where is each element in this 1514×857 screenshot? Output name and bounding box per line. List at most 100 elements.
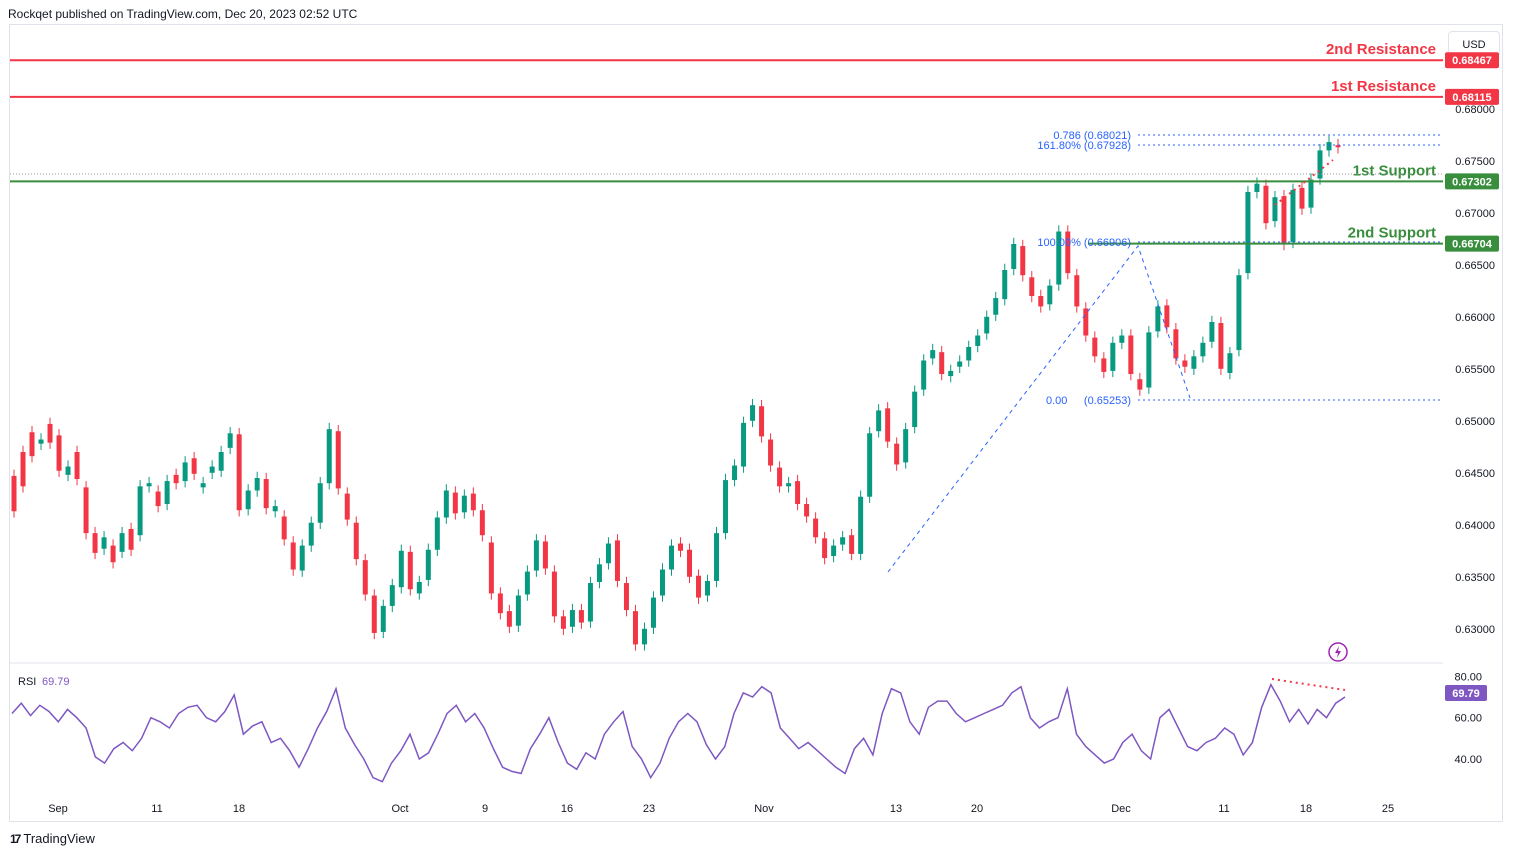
candle: [831, 539, 837, 563]
candle: [1092, 331, 1098, 363]
tv-logo-name: TradingView: [23, 831, 95, 846]
candle: [822, 532, 828, 565]
candle: [1299, 181, 1305, 215]
time-tick-label: Dec: [1111, 803, 1131, 815]
price-tick-label: 0.63000: [1455, 624, 1495, 636]
time-tick-label: 18: [233, 803, 245, 815]
candle: [407, 545, 413, 596]
candle: [182, 456, 188, 488]
candle: [488, 536, 494, 600]
candle: [759, 400, 765, 443]
candle: [1236, 268, 1242, 357]
candle: [750, 398, 756, 428]
candle: [1101, 352, 1107, 379]
level-label: 2nd Resistance: [1326, 41, 1436, 58]
level-label: 1st Resistance: [1331, 78, 1436, 95]
candle: [119, 526, 125, 559]
level-price-badge-text: 0.68467: [1452, 55, 1492, 67]
candle: [659, 563, 665, 602]
candle: [371, 589, 377, 640]
candle: [416, 575, 422, 600]
candle: [299, 539, 305, 577]
candle: [668, 539, 674, 576]
candle: [741, 416, 747, 473]
candle: [984, 310, 990, 340]
fib-1618-label: 161.80% (0.67928): [1037, 140, 1131, 152]
candle: [1308, 173, 1314, 214]
candle: [1164, 299, 1170, 334]
candle: [11, 469, 17, 518]
candle: [858, 490, 864, 561]
candle: [128, 522, 134, 556]
fib-trend-line: [887, 244, 1191, 573]
candle: [921, 354, 927, 396]
candle: [1074, 268, 1080, 313]
price-axis: 0.68000 0.67500 0.67000 0.66500 0.66000 0.655…: [1455, 104, 1495, 636]
candle: [1065, 225, 1071, 280]
candle: [1263, 179, 1269, 230]
candle: [29, 426, 35, 463]
candle: [696, 569, 702, 604]
candle: [1191, 350, 1197, 376]
candle: [1173, 323, 1179, 365]
candle: [191, 452, 197, 481]
price-trend-dotted: [1274, 159, 1334, 206]
candle: [1137, 372, 1143, 396]
candle: [83, 481, 89, 540]
lightning-icon[interactable]: [1328, 642, 1348, 662]
candle: [894, 437, 900, 471]
candle: [975, 329, 981, 353]
candle: [560, 610, 566, 636]
tv-logo-icon: 17: [10, 831, 21, 846]
time-tick-label: 23: [643, 803, 655, 815]
candle: [389, 578, 395, 613]
candle: [263, 472, 269, 515]
candle: [687, 543, 693, 584]
candle: [678, 537, 684, 558]
candle: [1029, 271, 1035, 303]
candle: [804, 497, 810, 523]
level-price-badge-text: 0.67302: [1452, 176, 1492, 188]
level-price-badge: [1445, 173, 1499, 190]
candle: [903, 422, 909, 469]
price-tick-label: 0.67000: [1455, 208, 1495, 220]
candle: [1209, 315, 1215, 348]
candle: [614, 534, 620, 588]
time-tick-label: 20: [971, 803, 983, 815]
candle: [912, 385, 918, 434]
level-label: 1st Support: [1353, 162, 1436, 179]
candle: [173, 468, 179, 490]
level-label: 2nd Support: [1348, 225, 1436, 242]
candle: [524, 565, 530, 601]
candle: [1047, 279, 1053, 311]
candle: [632, 604, 638, 651]
price-tick-label: 0.64500: [1455, 468, 1495, 480]
price-tick-label: 0.65500: [1455, 364, 1495, 376]
candle: [1110, 336, 1116, 378]
rsi-value-badge: [1445, 685, 1487, 701]
candle: [885, 402, 891, 448]
candle: [578, 603, 584, 629]
candle: [497, 587, 503, 620]
price-tick-label: 0.68000: [1455, 104, 1495, 116]
candle: [326, 422, 332, 490]
price-tick-label: 0.66500: [1455, 260, 1495, 272]
candle: [1281, 189, 1287, 251]
candle: [1200, 336, 1206, 363]
candle: [506, 604, 512, 633]
candle: [795, 474, 801, 511]
candle: [335, 424, 341, 495]
candle: [56, 429, 62, 477]
candle: [1335, 138, 1341, 154]
candle: [1002, 263, 1008, 306]
tradingview-logo: 17 TradingView: [10, 831, 95, 846]
candle: [470, 487, 476, 517]
candle: [993, 291, 999, 321]
candle: [641, 622, 647, 651]
rsi-tick-label: 60.00: [1454, 713, 1482, 725]
candle: [1290, 183, 1296, 249]
rsi-value-label: 69.79: [42, 676, 70, 688]
candle: [939, 345, 945, 381]
candle: [1218, 316, 1224, 376]
